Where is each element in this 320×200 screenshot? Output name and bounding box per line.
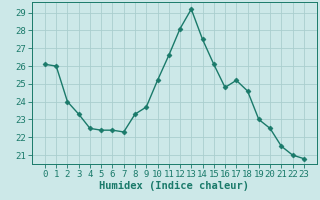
X-axis label: Humidex (Indice chaleur): Humidex (Indice chaleur) bbox=[100, 181, 249, 191]
